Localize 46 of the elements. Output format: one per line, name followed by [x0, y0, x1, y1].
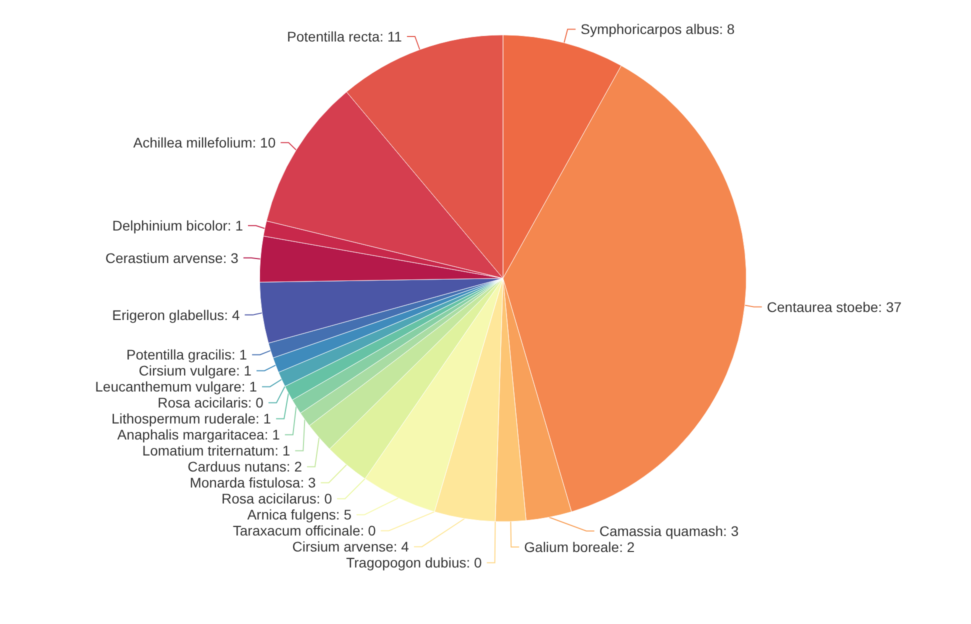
slice-label: Monarda fistulosa: [190, 474, 300, 491]
slice-label: Potentilla gracilis: [126, 346, 232, 363]
data-label: : 8: [719, 21, 735, 38]
slice-label: Lithospermum ruderale: [112, 410, 256, 427]
data-label: : 2: [286, 458, 302, 475]
slice-label: Symphoricarpos albus: [580, 21, 720, 38]
text: : 0: [360, 522, 376, 539]
data-label: : 1: [274, 442, 290, 459]
slice-label: Centaurea stoebe: [766, 298, 878, 315]
text: : 0: [316, 490, 332, 507]
data-label: : 3: [222, 250, 239, 266]
data-label: : 3: [723, 523, 739, 540]
slice-label: Cerastium arvense: [105, 250, 224, 266]
slice-label: Arnica fulgens: [247, 506, 336, 523]
slice-label: Potentilla recta: [287, 28, 380, 44]
data-label: : 4: [393, 538, 410, 555]
slice-label: Anaphalis margaritacea: [117, 426, 265, 443]
data-label: : 1: [227, 218, 244, 234]
category-label: Rosa acicilarus: [222, 490, 316, 507]
data-label: : 1: [241, 378, 258, 395]
data-label: : 2: [619, 539, 635, 556]
slice-label: Camassia quamash: [599, 523, 724, 540]
data-label: : 1: [231, 346, 248, 363]
data-label: : 1: [236, 362, 252, 379]
slice-label: Delphinium bicolor: [112, 218, 228, 234]
slice-label: Carduus nutans: [188, 458, 286, 475]
data-label: : 11: [380, 28, 402, 44]
category-label: Taraxacum officinale: [232, 522, 360, 539]
slice-label: Lomatium triternatum: [142, 442, 275, 459]
data-label: : 1: [255, 410, 272, 427]
slice-label: Leucanthemum vulgare: [95, 378, 242, 395]
data-label: : 5: [336, 506, 352, 523]
slice-label: Cirsium arvense: [292, 538, 394, 555]
data-label: : 3: [300, 474, 316, 491]
slice-label: Achillea millefolium: [133, 134, 252, 151]
slice-label: Cirsium vulgare: [138, 362, 236, 379]
data-label: : 37: [878, 298, 902, 315]
text: : 0: [466, 554, 482, 571]
data-label: : 1: [264, 426, 280, 443]
category-label: Tragopogon dubius: [346, 554, 466, 571]
category-label: Rosa acicilaris: [158, 394, 248, 411]
text: : 0: [248, 394, 264, 411]
slice-label: Galium boreale: [524, 539, 620, 556]
slice-label: Erigeron glabellus: [112, 306, 224, 323]
data-label: : 4: [224, 306, 240, 323]
data-label: : 10: [252, 134, 276, 151]
